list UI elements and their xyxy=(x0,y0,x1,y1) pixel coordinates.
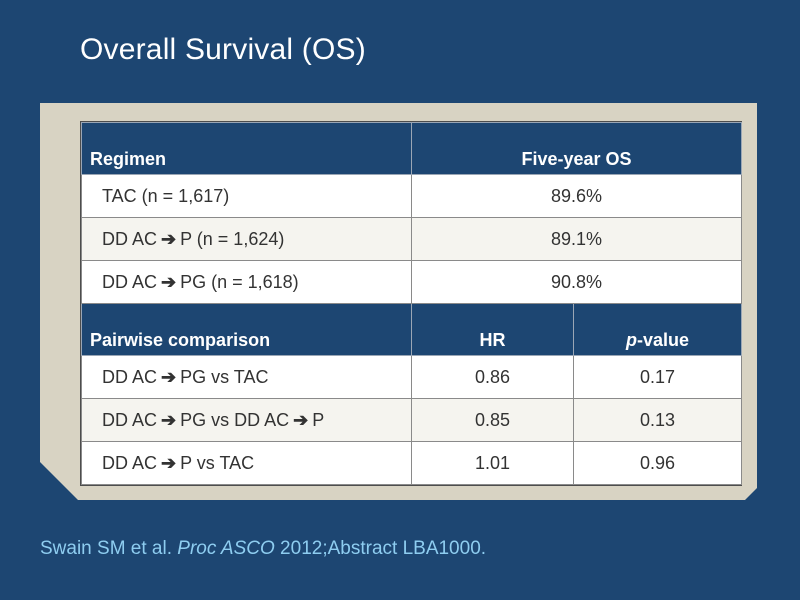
comparison-cell: DD AC ➔ PG vs TAC xyxy=(81,355,412,399)
hr-cell: 0.86 xyxy=(411,355,574,399)
header-pairwise-comparison: Pairwise comparison xyxy=(81,303,412,356)
citation-authors: Swain SM et al. xyxy=(40,538,178,559)
table-row: DD AC ➔ P vs TAC 1.01 0.96 xyxy=(81,441,742,485)
header-hr: HR xyxy=(411,303,574,356)
table-row: DD AC ➔ PG (n = 1,618) 90.8% xyxy=(81,260,742,304)
hr-cell: 1.01 xyxy=(411,441,574,485)
table-header-row: Pairwise comparison HR p-value xyxy=(81,303,742,356)
arrow-icon: ➔ xyxy=(161,228,177,249)
arrow-icon: ➔ xyxy=(161,366,177,387)
citation: Swain SM et al. Proc ASCO 2012;Abstract … xyxy=(40,538,486,560)
regimen-cell: DD AC ➔ P (n = 1,624) xyxy=(81,217,412,261)
slide-title: Overall Survival (OS) xyxy=(80,33,366,66)
p-value-cell: 0.13 xyxy=(573,398,742,442)
os-table: Regimen Five-year OS TAC (n = 1,617) 89.… xyxy=(80,121,742,486)
citation-rest: 2012;Abstract LBA1000. xyxy=(274,538,487,559)
p-value-cell: 0.17 xyxy=(573,355,742,399)
table-header-row: Regimen Five-year OS xyxy=(81,122,742,175)
table-row: TAC (n = 1,617) 89.6% xyxy=(81,174,742,218)
table-row: DD AC ➔ P (n = 1,624) 89.1% xyxy=(81,217,742,261)
comparison-cell: DD AC ➔ P vs TAC xyxy=(81,441,412,485)
os-value-cell: 90.8% xyxy=(411,260,742,304)
citation-journal: Proc ASCO xyxy=(177,538,275,559)
arrow-icon: ➔ xyxy=(161,271,177,292)
header-p-value: p-value xyxy=(573,303,742,356)
p-value-cell: 0.96 xyxy=(573,441,742,485)
regimen-cell: DD AC ➔ PG (n = 1,618) xyxy=(81,260,412,304)
os-value-cell: 89.1% xyxy=(411,217,742,261)
regimen-cell: TAC (n = 1,617) xyxy=(81,174,412,218)
table-row: DD AC ➔ PG vs TAC 0.86 0.17 xyxy=(81,355,742,399)
arrow-icon: ➔ xyxy=(161,409,177,430)
hr-cell: 0.85 xyxy=(411,398,574,442)
comparison-cell: DD AC ➔ PG vs DD AC ➔ P xyxy=(81,398,412,442)
arrow-icon: ➔ xyxy=(293,409,309,430)
table-row: DD AC ➔ PG vs DD AC ➔ P 0.85 0.13 xyxy=(81,398,742,442)
arrow-icon: ➔ xyxy=(161,452,177,473)
header-regimen: Regimen xyxy=(81,122,412,175)
os-value-cell: 89.6% xyxy=(411,174,742,218)
header-five-year-os: Five-year OS xyxy=(411,122,742,175)
